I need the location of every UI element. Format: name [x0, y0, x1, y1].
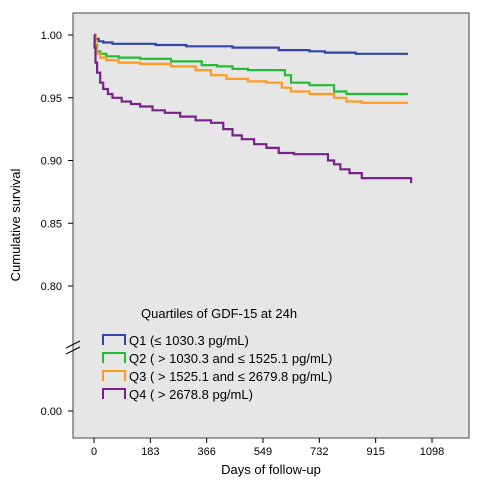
- y-tick-label: 0.85: [41, 218, 62, 230]
- legend: Q1 (≤ 1030.3 pg/mL) Q2 ( > 1030.3 and ≤ 1…: [102, 333, 332, 402]
- legend-swatch-q4: [102, 388, 126, 399]
- x-tick-label: 366: [197, 446, 215, 458]
- legend-swatch-q1: [102, 334, 126, 345]
- legend-label-q3: Q3 ( > 1525.1 and ≤ 2679.8 pg/mL): [129, 369, 332, 384]
- legend-label-q4: Q4 ( > 2678.8 pg/mL): [129, 387, 253, 402]
- series-line-q1: [94, 33, 408, 55]
- y-break-tick-label: 0.00: [41, 406, 62, 418]
- legend-title: Quartiles of GDF-15 at 24h: [141, 306, 297, 321]
- legend-swatch-q3: [102, 370, 126, 381]
- x-tick-label: 0: [91, 446, 97, 458]
- survival-curves: [93, 33, 413, 184]
- plot-area: [72, 12, 470, 439]
- y-tick-label: 1.00: [41, 30, 62, 42]
- x-tick-label: 732: [310, 446, 328, 458]
- x-axis: 0 183 366 549 732 915 1098: [91, 438, 444, 458]
- x-tick-label: 915: [366, 446, 384, 458]
- x-tick-label: 183: [141, 446, 159, 458]
- y-tick-label: 0.80: [41, 281, 62, 293]
- axis-break-marker: [65, 340, 81, 355]
- x-tick-label: 1098: [420, 446, 444, 458]
- y-tick-label: 0.90: [41, 156, 62, 168]
- x-tick-label: 549: [254, 446, 272, 458]
- legend-swatch-q2: [102, 352, 126, 363]
- y-axis-label: Cumulative survival: [8, 169, 23, 282]
- legend-label-q2: Q2 ( > 1030.3 and ≤ 1525.1 pg/mL): [129, 351, 332, 366]
- series-line-q4: [93, 33, 413, 184]
- x-axis-label: Days of follow-up: [221, 462, 321, 477]
- legend-label-q1: Q1 (≤ 1030.3 pg/mL): [129, 333, 249, 348]
- series-line-q3: [94, 33, 408, 104]
- y-tick-label: 0.95: [41, 93, 62, 105]
- y-axis: 0.80 0.85 0.90 0.95 1.00: [41, 30, 73, 293]
